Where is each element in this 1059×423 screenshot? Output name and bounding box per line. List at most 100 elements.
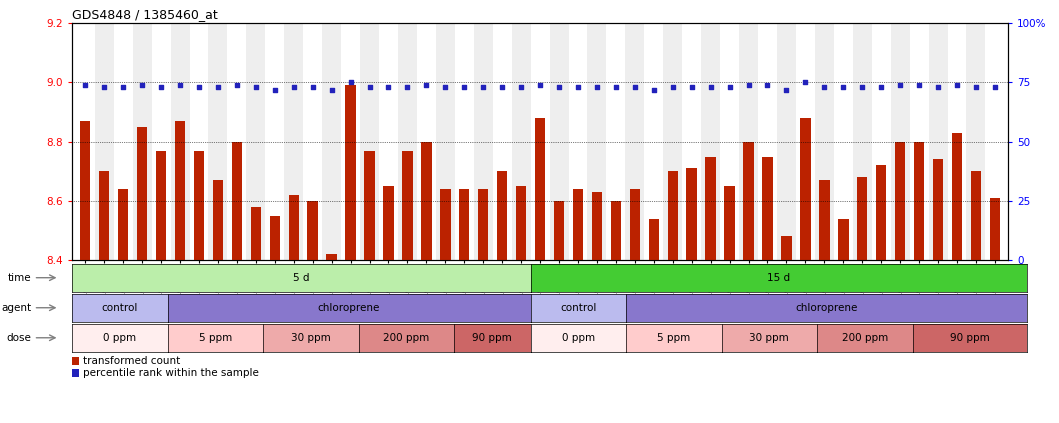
Point	[418, 82, 435, 88]
Bar	[777, 23, 796, 260]
Bar	[379, 23, 398, 260]
Bar	[833, 23, 852, 260]
Point	[721, 84, 738, 91]
Bar	[72, 369, 78, 377]
Point	[664, 84, 681, 91]
Bar	[247, 23, 266, 260]
Text: percentile rank within the sample: percentile rank within the sample	[83, 368, 258, 378]
Bar	[872, 23, 891, 260]
Text: 30 ppm: 30 ppm	[750, 333, 789, 343]
Point	[114, 84, 131, 91]
Bar	[630, 189, 640, 260]
Point	[152, 84, 169, 91]
Bar	[113, 23, 132, 260]
Point	[892, 82, 909, 88]
Text: 90 ppm: 90 ppm	[472, 333, 513, 343]
Bar	[814, 23, 833, 260]
Bar	[971, 171, 981, 260]
Bar	[345, 85, 356, 260]
Bar	[648, 219, 659, 260]
Bar	[986, 23, 1004, 260]
Bar	[762, 157, 773, 260]
Point	[248, 84, 265, 91]
Bar	[326, 254, 337, 260]
Point	[968, 84, 985, 91]
Bar	[857, 177, 867, 260]
Bar	[80, 121, 90, 260]
Bar	[100, 171, 109, 260]
Bar	[76, 23, 94, 260]
Bar	[460, 189, 469, 260]
Bar	[288, 195, 299, 260]
Point	[911, 82, 928, 88]
Bar	[511, 23, 531, 260]
Text: control: control	[102, 303, 138, 313]
Bar	[611, 201, 622, 260]
Bar	[251, 207, 261, 260]
Point	[949, 82, 966, 88]
Bar	[914, 142, 925, 260]
Point	[77, 82, 94, 88]
Bar	[801, 118, 810, 260]
Bar	[967, 23, 986, 260]
Bar	[118, 189, 128, 260]
Bar	[929, 23, 948, 260]
Bar	[383, 186, 394, 260]
Point	[95, 84, 112, 91]
Point	[778, 86, 795, 93]
Point	[645, 86, 662, 93]
Bar	[436, 23, 454, 260]
Text: GDS4848 / 1385460_at: GDS4848 / 1385460_at	[72, 8, 218, 21]
Bar	[758, 23, 777, 260]
Bar	[607, 23, 626, 260]
Point	[323, 86, 340, 93]
Point	[361, 84, 378, 91]
Bar	[720, 23, 739, 260]
Point	[570, 84, 587, 91]
Text: chloroprene: chloroprene	[318, 303, 380, 313]
Point	[191, 84, 208, 91]
Bar	[626, 23, 644, 260]
Bar	[441, 189, 450, 260]
Bar	[948, 23, 967, 260]
Bar	[705, 157, 716, 260]
Bar	[151, 23, 170, 260]
Bar	[94, 23, 113, 260]
Bar	[232, 142, 243, 260]
Text: 30 ppm: 30 ppm	[291, 333, 330, 343]
Point	[702, 84, 719, 91]
Bar	[724, 186, 735, 260]
Bar	[190, 23, 209, 260]
Point	[589, 84, 606, 91]
Text: 5 ppm: 5 ppm	[199, 333, 232, 343]
Text: 0 ppm: 0 ppm	[561, 333, 595, 343]
Point	[172, 82, 189, 88]
Bar	[739, 23, 758, 260]
Bar	[569, 23, 588, 260]
Point	[834, 84, 851, 91]
Bar	[573, 189, 584, 260]
Bar	[516, 186, 526, 260]
Bar	[663, 23, 682, 260]
Point	[285, 84, 302, 91]
Text: transformed count: transformed count	[83, 356, 180, 365]
Text: 0 ppm: 0 ppm	[103, 333, 137, 343]
Bar	[266, 23, 284, 260]
Bar	[284, 23, 303, 260]
Point	[930, 84, 947, 91]
Point	[532, 82, 549, 88]
Text: time: time	[7, 273, 32, 283]
Bar	[796, 23, 814, 260]
Text: 90 ppm: 90 ppm	[950, 333, 990, 343]
Bar	[303, 23, 322, 260]
Text: 5 ppm: 5 ppm	[658, 333, 690, 343]
Bar	[402, 151, 413, 260]
Bar	[592, 192, 603, 260]
Bar	[228, 23, 247, 260]
Point	[854, 84, 870, 91]
Text: 200 ppm: 200 ppm	[383, 333, 430, 343]
Point	[342, 79, 359, 86]
Bar	[701, 23, 720, 260]
Bar	[398, 23, 417, 260]
Text: agent: agent	[1, 303, 32, 313]
